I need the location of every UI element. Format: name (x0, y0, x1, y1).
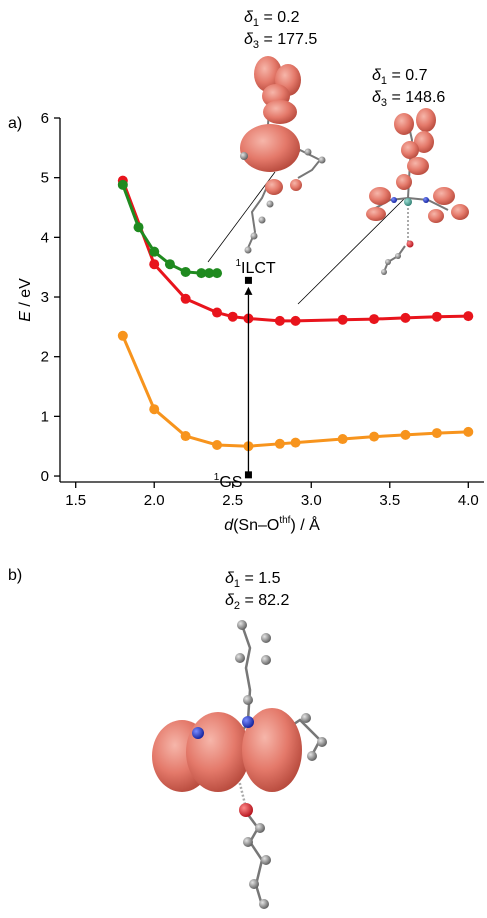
series-orange (117, 330, 474, 452)
delta-label-right-2: δ3 = 148.6 (372, 89, 445, 109)
data-point-green (212, 268, 223, 279)
x-tick-label: 2.5 (222, 492, 243, 509)
y-tick-label: 5 (41, 170, 49, 187)
data-point-green (204, 268, 215, 279)
series-line-red (121, 180, 469, 323)
x-tick-label: 1.5 (65, 492, 86, 509)
x-ticks: 1.5 2.0 2.5 3.0 3.5 4.0 (65, 482, 479, 509)
y-axis-label: E / eV (17, 278, 34, 322)
leader-line-right (297, 197, 406, 305)
leader-line-center (207, 171, 276, 263)
data-point-orange (117, 330, 128, 341)
data-point-orange (212, 440, 223, 451)
data-point-red (212, 307, 223, 318)
data-point-green (180, 266, 191, 277)
orbital-inset-right (366, 108, 469, 275)
data-point-orange (337, 434, 348, 445)
chart-axes (59, 118, 484, 483)
data-point-red (400, 312, 411, 323)
label-1ilct: 1ILCT (235, 258, 275, 277)
data-point-red (227, 311, 238, 322)
data-point-green (149, 246, 160, 257)
data-point-orange (431, 428, 442, 439)
y-tick-label: 2 (41, 349, 49, 366)
data-point-green (164, 259, 175, 270)
data-point-orange (400, 429, 411, 440)
data-point-red (149, 259, 160, 270)
data-point-red (369, 314, 380, 325)
x-axis-label: d(Sn–Othf) / Å (224, 515, 320, 534)
orbital-panel-b (152, 620, 327, 909)
data-point-green (196, 268, 207, 279)
delta-label-center-2: δ3 = 177.5 (244, 31, 317, 51)
label-1gs: 1GS (214, 472, 243, 491)
delta-label-b-1: δ1 = 1.5 (225, 570, 281, 590)
panel-label-b: b) (8, 567, 22, 584)
data-point-orange (274, 438, 285, 449)
y-tick-label: 4 (41, 229, 49, 246)
delta-label-b-2: δ2 = 82.2 (225, 592, 289, 612)
data-point-red (290, 315, 301, 326)
data-point-orange (369, 431, 380, 442)
series-green (117, 179, 223, 279)
x-tick-label: 4.0 (458, 492, 479, 509)
series-layer (117, 175, 474, 452)
x-tick-label: 3.5 (379, 492, 400, 509)
series-line-orange (121, 335, 469, 448)
data-point-orange (290, 437, 301, 448)
y-tick-label: 3 (41, 289, 49, 306)
transition-arrow (244, 276, 253, 479)
data-point-red (431, 311, 442, 322)
orbital-inset-center (240, 56, 326, 254)
y-ticks: 0 1 2 3 4 5 6 (41, 110, 60, 485)
y-tick-label: 0 (41, 468, 49, 485)
data-point-green (133, 222, 144, 233)
arrow-head (244, 286, 253, 295)
data-point-red (463, 311, 474, 322)
data-point-orange (180, 431, 191, 442)
panel-label-a: a) (8, 115, 22, 132)
data-point-red (180, 293, 191, 304)
y-tick-label: 6 (41, 110, 49, 127)
data-point-red (337, 314, 348, 325)
data-point-red (274, 315, 285, 326)
ilct-marker (244, 276, 252, 284)
delta-label-right-1: δ1 = 0.7 (372, 67, 428, 87)
y-tick-label: 1 (41, 408, 49, 425)
data-point-orange (149, 404, 160, 415)
data-point-orange (463, 426, 474, 437)
series-red (117, 175, 474, 326)
data-point-green (117, 179, 128, 190)
gs-marker (244, 471, 252, 479)
x-tick-label: 2.0 (144, 492, 165, 509)
x-tick-label: 3.0 (301, 492, 322, 509)
delta-label-center-1: δ1 = 0.2 (244, 9, 300, 29)
